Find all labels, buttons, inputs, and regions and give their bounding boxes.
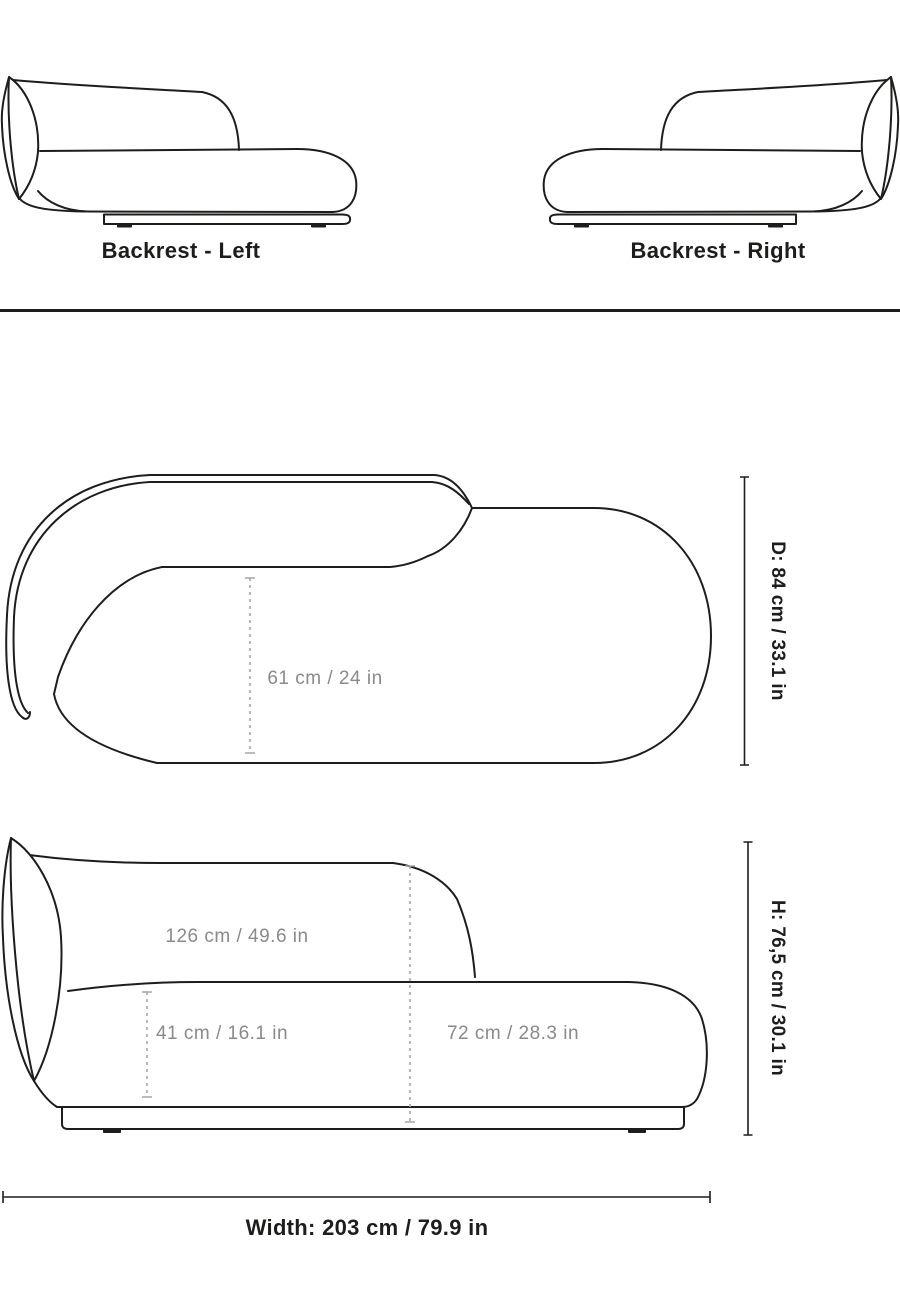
front-view-drawing: [1, 837, 753, 1136]
depth-dimension-label: D: 84 cm / 33.1 in: [767, 541, 788, 701]
section-divider: [0, 309, 900, 312]
top-view-drawing: [5, 474, 749, 766]
height-dimension-label: H: 76,5 cm / 30.1 in: [767, 899, 788, 1077]
width-dimension-line: [2, 1191, 711, 1203]
seat-depth-dimension-label: 61 cm / 24 in: [267, 668, 383, 689]
seat-height-dimension-label: 41 cm / 16.1 in: [155, 1023, 289, 1044]
backrest-side-views-drawing: [0, 76, 900, 229]
total-width-label: Width: 203 cm / 79.9 in: [245, 1215, 489, 1240]
backrest-left-label: Backrest - Left: [101, 238, 261, 263]
seat-width-dimension-label: 72 cm / 28.3 in: [446, 1023, 580, 1044]
backrest-width-dimension-label: 126 cm / 49.6 in: [165, 926, 309, 947]
backrest-right-label: Backrest - Right: [630, 238, 806, 263]
